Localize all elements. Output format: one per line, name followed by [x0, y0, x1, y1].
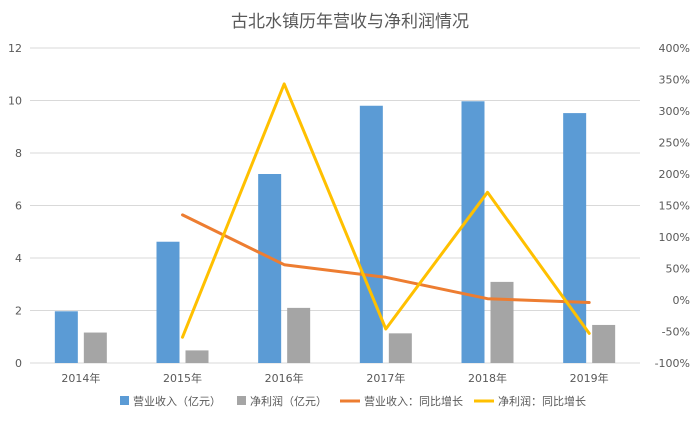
- bar-net-profit: [490, 281, 514, 363]
- line-series: [181, 82, 591, 339]
- x-tick-label: 2018年: [468, 371, 507, 385]
- legend-net-profit-growth-label: 净利润：同比增长: [498, 394, 586, 408]
- bar-revenue: [156, 241, 180, 363]
- y-right-tick-label: 400%: [659, 42, 690, 55]
- y-right-tick-label: -100%: [655, 357, 690, 370]
- legend-net-profit-swatch: [237, 396, 246, 405]
- x-tick-label: 2016年: [265, 371, 304, 385]
- x-tick-label: 2014年: [61, 371, 100, 385]
- x-tick-label: 2017年: [366, 371, 405, 385]
- legend-revenue-label: 营业收入（亿元）: [133, 394, 221, 408]
- y-right-tick-label: 0%: [673, 294, 690, 307]
- y-right-tick-label: 350%: [659, 74, 690, 87]
- legend: 营业收入（亿元） 净利润（亿元） 营业收入：同比增长 净利润：同比增长: [120, 394, 586, 408]
- bar-net-profit: [388, 333, 412, 363]
- legend-revenue-growth-label: 营业收入：同比增长: [364, 394, 463, 408]
- axis-labels: 0 2 4 6 8 10 12 -100% -50% 0% 50% 100% 150% 200% 250% 3…: [8, 42, 690, 385]
- bar-net-profit: [592, 324, 616, 363]
- y-left-tick-label: 2: [15, 305, 22, 318]
- chart-title: 古北水镇历年营收与净利润情况: [231, 12, 469, 32]
- y-left-tick-label: 4: [15, 252, 22, 265]
- y-left-tick-label: 0: [15, 357, 22, 370]
- y-right-tick-label: 150%: [659, 200, 690, 213]
- y-right-tick-label: 100%: [659, 231, 690, 244]
- x-tick-label: 2015年: [163, 371, 202, 385]
- y-left-tick-label: 12: [8, 42, 22, 55]
- bar-net-profit: [287, 307, 311, 363]
- bar-revenue: [54, 311, 78, 363]
- y-right-tick-label: 300%: [659, 105, 690, 118]
- bar-revenue: [359, 105, 383, 363]
- gridlines: [30, 47, 640, 364]
- y-left-tick-label: 8: [15, 147, 22, 160]
- y-right-tick-label: -50%: [662, 326, 690, 339]
- bar-net-profit: [83, 332, 107, 363]
- bar-revenue: [258, 174, 282, 363]
- y-left-tick-label: 10: [8, 95, 22, 108]
- legend-net-profit-label: 净利润（亿元）: [250, 394, 327, 408]
- bar-series: [54, 101, 616, 363]
- net-profit-growth-line: [181, 82, 591, 339]
- legend-revenue-swatch: [120, 396, 129, 405]
- y-right-tick-label: 200%: [659, 168, 690, 181]
- bar-revenue: [461, 101, 485, 363]
- x-tick-label: 2019年: [570, 371, 609, 385]
- y-left-tick-label: 6: [15, 200, 22, 213]
- y-right-tick-label: 250%: [659, 137, 690, 150]
- y-right-tick-label: 50%: [666, 263, 690, 276]
- bar-net-profit: [185, 350, 209, 363]
- revenue-growth-line: [181, 213, 591, 304]
